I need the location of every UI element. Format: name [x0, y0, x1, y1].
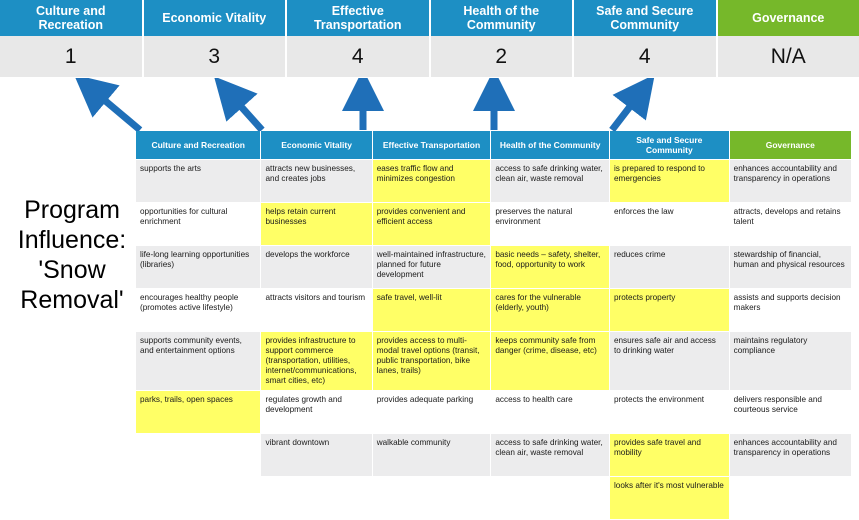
- matrix-cell: life-long learning opportunities (librar…: [136, 246, 261, 289]
- matrix-cell: eases traffic flow and minimizes congest…: [372, 160, 491, 203]
- caption-line-4: Removal': [8, 285, 136, 315]
- influence-arrow-economic-vitality: [228, 92, 262, 130]
- matrix-cell: helps retain current businesses: [261, 203, 372, 246]
- influence-matrix-table: Culture and Recreation Economic Vitality…: [136, 131, 851, 520]
- matrix-cell: provides convenient and efficient access: [372, 203, 491, 246]
- matrix-cell: provides adequate parking: [372, 391, 491, 434]
- scorecard-value-health-of-the-community: 2: [431, 36, 575, 77]
- matrix-cell: develops the workforce: [261, 246, 372, 289]
- matrix-cell: encourages healthy people (promotes acti…: [136, 289, 261, 332]
- matrix-cell: parks, trails, open spaces: [136, 391, 261, 434]
- scorecard-value-row: 1 3 4 2 4 N/A: [0, 36, 859, 77]
- influence-arrow-safe-and-secure-community: [612, 91, 642, 130]
- matrix-cell: opportunities for cultural enrichment: [136, 203, 261, 246]
- matrix-cell: enforces the law: [609, 203, 729, 246]
- matrix-cell: provides access to multi-modal travel op…: [372, 332, 491, 391]
- matrix-cell: looks after it's most vulnerable: [609, 477, 729, 520]
- matrix-cell: provides infrastructure to support comme…: [261, 332, 372, 391]
- table-row: encourages healthy people (promotes acti…: [136, 289, 851, 332]
- matrix-cell: preserves the natural environment: [491, 203, 610, 246]
- matrix-cell: protects the environment: [609, 391, 729, 434]
- matrix-cell: cares for the vulnerable (elderly, youth…: [491, 289, 610, 332]
- scorecard-value-governance: N/A: [718, 36, 859, 77]
- matrix-cell: walkable community: [372, 434, 491, 477]
- matrix-cell: stewardship of financial, human and phys…: [729, 246, 851, 289]
- caption-line-2: Influence:: [8, 225, 136, 255]
- matrix-cell: [372, 477, 491, 520]
- matrix-cell: reduces crime: [609, 246, 729, 289]
- matrix-cell: attracts, develops and retains talent: [729, 203, 851, 246]
- matrix-header-effective-transportation: Effective Transportation: [372, 131, 491, 160]
- matrix-cell: access to health care: [491, 391, 610, 434]
- scorecard-header-governance: Governance: [718, 0, 859, 36]
- matrix-cell: [261, 477, 372, 520]
- caption-line-3: 'Snow: [8, 255, 136, 285]
- matrix-header-culture-and-recreation: Culture and Recreation: [136, 131, 261, 160]
- table-row: supports community events, and entertain…: [136, 332, 851, 391]
- matrix-header-health-of-the-community: Health of the Community: [491, 131, 610, 160]
- scorecard-header-health-of-the-community: Health of the Community: [431, 0, 575, 36]
- scorecard-value-safe-and-secure-community: 4: [574, 36, 718, 77]
- matrix-cell: [729, 477, 851, 520]
- matrix-cell: attracts new businesses, and creates job…: [261, 160, 372, 203]
- matrix-cell: attracts visitors and tourism: [261, 289, 372, 332]
- program-influence-caption: Program Influence: 'Snow Removal': [8, 195, 136, 315]
- influence-arrow-culture-and-recreation: [90, 88, 140, 130]
- matrix-cell: basic needs – safety, shelter, food, opp…: [491, 246, 610, 289]
- matrix-cell: keeps community safe from danger (crime,…: [491, 332, 610, 391]
- matrix-cell: well-maintained infrastructure, planned …: [372, 246, 491, 289]
- matrix-cell: supports the arts: [136, 160, 261, 203]
- scorecard-header-economic-vitality: Economic Vitality: [144, 0, 288, 36]
- scorecard-value-effective-transportation: 4: [287, 36, 431, 77]
- matrix-cell: vibrant downtown: [261, 434, 372, 477]
- matrix-cell: assists and supports decision makers: [729, 289, 851, 332]
- matrix-cell: [491, 477, 610, 520]
- scorecard-value-culture-and-recreation: 1: [0, 36, 144, 77]
- caption-line-1: Program: [8, 195, 136, 225]
- matrix-cell: safe travel, well-lit: [372, 289, 491, 332]
- matrix-cell: regulates growth and development: [261, 391, 372, 434]
- matrix-cell: [136, 434, 261, 477]
- matrix-header-governance: Governance: [729, 131, 851, 160]
- matrix-cell: maintains regulatory compliance: [729, 332, 851, 391]
- matrix-header-row: Culture and Recreation Economic Vitality…: [136, 131, 851, 160]
- matrix-cell: is prepared to respond to emergencies: [609, 160, 729, 203]
- scorecard-header-culture-and-recreation: Culture and Recreation: [0, 0, 144, 36]
- table-row: life-long learning opportunities (librar…: [136, 246, 851, 289]
- scorecard-header-effective-transportation: Effective Transportation: [287, 0, 431, 36]
- matrix-cell: delivers responsible and courteous servi…: [729, 391, 851, 434]
- matrix-cell: [136, 477, 261, 520]
- matrix-cell: provides safe travel and mobility: [609, 434, 729, 477]
- matrix-cell: access to safe drinking water, clean air…: [491, 434, 610, 477]
- matrix-header-economic-vitality: Economic Vitality: [261, 131, 372, 160]
- matrix-cell: enhances accountability and transparency…: [729, 160, 851, 203]
- matrix-cell: protects property: [609, 289, 729, 332]
- scorecard-header-row: Culture and Recreation Economic Vitality…: [0, 0, 859, 36]
- matrix-cell: enhances accountability and transparency…: [729, 434, 851, 477]
- scorecard-header-safe-and-secure-community: Safe and Secure Community: [574, 0, 718, 36]
- matrix-cell: supports community events, and entertain…: [136, 332, 261, 391]
- scorecard-value-economic-vitality: 3: [144, 36, 288, 77]
- matrix-cell: access to safe drinking water, clean air…: [491, 160, 610, 203]
- matrix-header-safe-and-secure-community: Safe and Secure Community: [609, 131, 729, 160]
- table-row: looks after it's most vulnerable: [136, 477, 851, 520]
- influence-matrix: Culture and Recreation Economic Vitality…: [136, 131, 851, 520]
- matrix-cell: ensures safe air and access to drinking …: [609, 332, 729, 391]
- scorecard-band: Culture and Recreation Economic Vitality…: [0, 0, 859, 85]
